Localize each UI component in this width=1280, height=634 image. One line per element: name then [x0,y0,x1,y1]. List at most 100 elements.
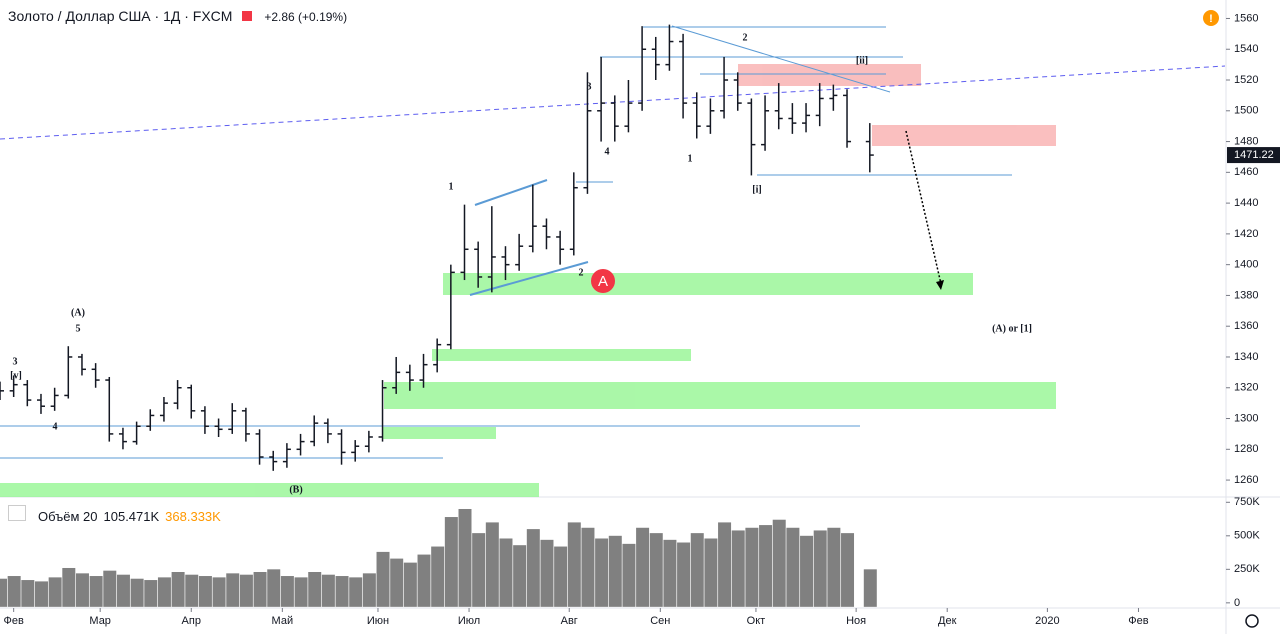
volume-bar [595,538,609,607]
volume-bar [800,535,814,607]
levels [0,25,1012,459]
alert-icon[interactable] [1203,10,1219,26]
volume-bar [485,522,499,607]
wave-label: [ii] [856,55,868,66]
volume-bar [89,576,103,607]
trend-line [671,25,891,93]
volume-value: 105.471K [103,509,160,524]
wave-label: [i] [752,184,761,195]
volume-bar [335,576,349,607]
wave-label: 3 [13,356,18,367]
wave-label: (A) or [1] [992,323,1032,334]
volume-bar [226,573,240,607]
y-tick-label: 1400 [1234,259,1258,271]
y-tick-label: 1320 [1234,382,1258,394]
volume-bar [21,580,35,607]
x-tick-label: Окт [747,615,766,627]
trend-line [474,179,548,206]
volume-bar [294,577,308,607]
volume-bar [663,539,677,607]
volume-bar [772,519,786,607]
volume-bar [321,574,335,607]
volume-bar [499,538,513,607]
volume-bar [239,574,253,607]
x-tick-label: Мар [89,615,111,627]
volume-bar [458,508,472,607]
wave-label: 4 [53,421,58,432]
settings-icon[interactable] [1245,614,1259,628]
y-tick-label: 1500 [1234,105,1258,117]
x-tick-label: Сен [650,615,670,627]
volume-bar [280,576,294,607]
wave-label: (B) [289,484,302,495]
x-tick-label: Май [272,615,294,627]
volume-legend: Объём 20 105.471K 368.333K [8,505,221,524]
x-tick-label: Фев [3,615,23,627]
y-tick-label: 1460 [1234,166,1258,178]
volume-bar [745,527,759,607]
volume-bar [103,570,117,607]
zone [382,427,496,439]
volume-bar [827,527,841,607]
wave-label: 4 [605,146,610,157]
volume-bar [526,529,540,607]
wave-label: [v] [10,370,22,381]
volume-bar [472,533,486,607]
x-tick-label: Июл [458,615,480,627]
x-tick-label: 2020 [1035,615,1059,627]
volume-bar [540,539,554,607]
volume-bar [403,562,417,607]
volume-bar [144,580,158,607]
wave-label: (A) [71,307,85,318]
volume-bar [444,517,458,607]
volume-bar [253,572,267,607]
volume-title: Объём 20 [38,509,98,524]
y-tick-label: 1440 [1234,197,1258,209]
zone [443,273,973,295]
volume-bar [431,546,445,607]
y-tick-label: 1300 [1234,412,1258,424]
x-tick-label: Ноя [846,615,866,627]
volume-y-tick-label: 250K [1234,563,1260,575]
volume-bar [185,574,199,607]
x-tick-label: Авг [561,615,578,627]
x-tick-label: Апр [182,615,201,627]
x-tick-label: Июн [367,615,389,627]
volume-bar [7,576,21,607]
zone [0,483,539,497]
x-tick-label: Дек [938,615,957,627]
volume-bar [622,543,636,607]
volume-bar [636,527,650,607]
trend-line [469,261,589,296]
wave-label: 5 [76,323,81,334]
y-tick-label: 1420 [1234,228,1258,240]
volume-bar [390,558,404,607]
zones [0,64,1056,497]
y-tick-label: 1560 [1234,12,1258,24]
volume-bar [267,569,281,607]
volume-bar [554,546,568,607]
symbol-title: Золото / Доллар США · 1Д · FXCM [8,8,233,24]
y-tick-label: 1340 [1234,351,1258,363]
last-price-tag [1227,147,1280,164]
volume-bar [677,542,691,607]
volume-bar [198,576,212,607]
volume-bar [786,527,800,607]
marker [591,269,615,293]
y-tick-label: 1280 [1234,443,1258,455]
volume-bar [62,567,76,607]
y-tick-label: 1540 [1234,43,1258,55]
y-tick-label: 1380 [1234,289,1258,301]
volume-bar [690,533,704,607]
annotations: 3 [v] 4 (A) 5 (B) 1 2 3 4 2 1 [i] [ii] (… [10,32,1032,495]
price-change: +2.86 (+0.19%) [264,10,348,24]
volume-bar [157,577,171,607]
marker-label: A [598,273,608,290]
zone [384,382,1056,409]
volume-y-tick-label: 750K [1234,496,1260,508]
header: Золото / Доллар США · 1Д · FXCM +2.86 (+… [8,8,347,24]
volume-bar [581,527,595,607]
wave-label: 2 [579,267,584,278]
